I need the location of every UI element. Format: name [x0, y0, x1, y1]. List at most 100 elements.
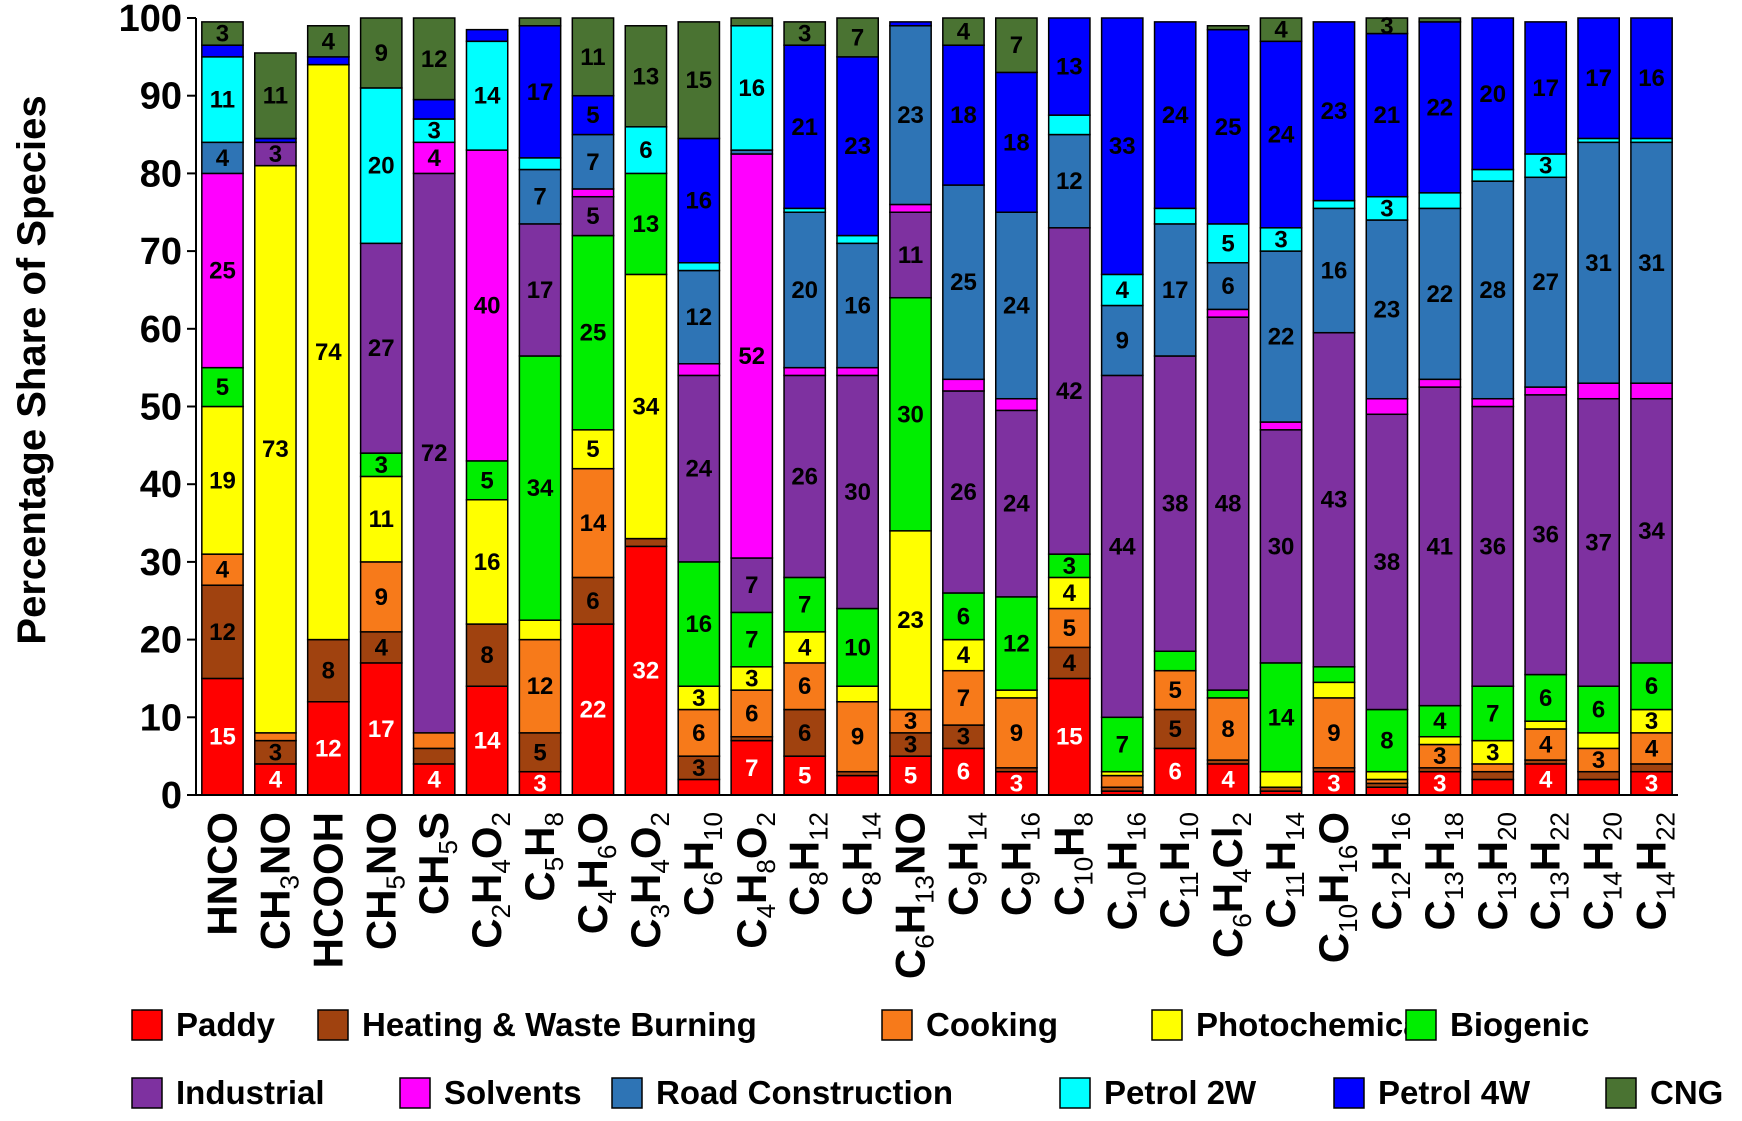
- x-tick-label: C9H16: [992, 812, 1045, 916]
- data-label: 34: [633, 394, 660, 421]
- legend-swatch: [1151, 1009, 1183, 1041]
- bar-segment: [359, 87, 403, 245]
- bar-segment: [1153, 21, 1197, 210]
- data-label: 8: [1221, 716, 1234, 743]
- bar-segment: [1206, 223, 1250, 264]
- bar-segment: [1312, 199, 1356, 210]
- data-label: 11: [369, 506, 394, 533]
- legend-label: Photochemical: [1196, 1006, 1431, 1043]
- bar-segment: [1577, 732, 1620, 750]
- legend-label: Heating & Waste Burning: [362, 1006, 757, 1043]
- bar-segment: [836, 374, 879, 610]
- data-label: 24: [1003, 491, 1030, 518]
- data-label: 28: [1479, 277, 1506, 304]
- bar-segment: [1630, 17, 1673, 140]
- legend-item: Photochemical: [1151, 1006, 1431, 1043]
- bar-segment: [889, 25, 932, 206]
- data-label: 10: [844, 634, 871, 661]
- bar-segment: [201, 405, 244, 555]
- legend-item: Heating & Waste Burning: [317, 1006, 757, 1043]
- data-label: 17: [527, 277, 554, 304]
- data-label: 7: [745, 755, 758, 782]
- data-label: 3: [692, 685, 705, 712]
- bar-segment: [730, 611, 774, 668]
- bar-segment: [1524, 673, 1568, 722]
- data-label: 8: [322, 658, 335, 685]
- data-label: 5: [480, 467, 493, 494]
- data-label: 23: [1321, 98, 1348, 125]
- legend-label: Biogenic: [1450, 1006, 1589, 1043]
- bar-segment: [1418, 386, 1462, 707]
- data-label: 7: [1116, 732, 1129, 759]
- bar-segment: [1418, 17, 1462, 23]
- bar-segment: [995, 397, 1038, 412]
- data-label: 6: [957, 759, 970, 786]
- x-tick-label: C6H13NO: [887, 812, 940, 979]
- bar-segment: [1365, 413, 1409, 711]
- bar-segment: [1153, 207, 1197, 225]
- bar-segment: [1471, 180, 1515, 400]
- bar-stack: 14 8 16 5 40 14: [465, 28, 509, 796]
- data-label: 5: [798, 763, 811, 790]
- data-label: 9: [375, 584, 388, 611]
- data-label: 36: [1479, 533, 1506, 560]
- data-label: 48: [1215, 491, 1242, 518]
- bar-segment: [1312, 681, 1356, 699]
- data-label: 17: [1532, 75, 1559, 102]
- data-label: 30: [1268, 533, 1295, 560]
- data-label: 27: [1532, 269, 1559, 296]
- data-label: 3: [216, 21, 229, 48]
- x-tick-label: C12H16: [1363, 812, 1416, 931]
- bar-segment: [836, 774, 879, 796]
- bar-segment: [624, 545, 668, 796]
- bar-stack: 7 6 3 7 7 52 16: [730, 17, 774, 796]
- data-label: 3: [1433, 743, 1446, 770]
- bar-stack: 3 6 3 16 24 12 16 15: [677, 21, 721, 796]
- data-label: 6: [798, 720, 811, 747]
- y-tick-label: 60: [140, 309, 182, 351]
- bar-segment: [1047, 576, 1091, 610]
- legend-label: Industrial: [176, 1074, 325, 1111]
- x-tick-label: C9H14: [939, 812, 992, 916]
- bar-segment: [1365, 219, 1409, 400]
- bar-segment: [1524, 728, 1568, 761]
- data-label: 16: [474, 549, 501, 576]
- x-tick-label: HNCO: [198, 812, 245, 936]
- legend-item: Biogenic: [1405, 1006, 1589, 1043]
- bar-segment: [1630, 382, 1673, 400]
- bar-segment: [730, 689, 774, 738]
- data-label: 31: [1585, 250, 1612, 277]
- data-label: 3: [798, 21, 811, 48]
- bar-segment: [836, 366, 879, 377]
- legend-label: Cooking: [926, 1006, 1058, 1043]
- bar-segment: [518, 168, 562, 225]
- bar-segment: [1418, 735, 1462, 746]
- data-label: 16: [844, 292, 871, 319]
- y-tick-label: 40: [140, 464, 182, 506]
- data-label: 6: [1169, 759, 1182, 786]
- data-label: 6: [639, 137, 652, 164]
- data-label: 17: [1585, 65, 1612, 92]
- legend-swatch: [1333, 1077, 1365, 1109]
- legend-label: Petrol 4W: [1378, 1074, 1531, 1111]
- bar-segment: [1153, 355, 1197, 653]
- bar-segment: [995, 211, 1038, 400]
- y-tick-label: 0: [161, 775, 182, 817]
- legend-item: Road Construction: [611, 1074, 953, 1111]
- data-label: 5: [586, 203, 599, 230]
- data-label: 6: [692, 720, 705, 747]
- data-label: 12: [421, 46, 448, 73]
- bar-segment: [677, 21, 721, 140]
- data-label: 7: [586, 149, 599, 176]
- data-label: 12: [1056, 168, 1083, 195]
- data-label: 4: [322, 28, 336, 55]
- legend-item: Petrol 2W: [1059, 1074, 1257, 1111]
- data-label: 9: [1327, 720, 1340, 747]
- bar-segment: [571, 94, 615, 136]
- bar-segment: [889, 296, 932, 532]
- data-label: 14: [474, 83, 501, 110]
- data-label: 43: [1321, 487, 1348, 514]
- bar-segment: [571, 188, 615, 198]
- data-label: 7: [1010, 32, 1023, 59]
